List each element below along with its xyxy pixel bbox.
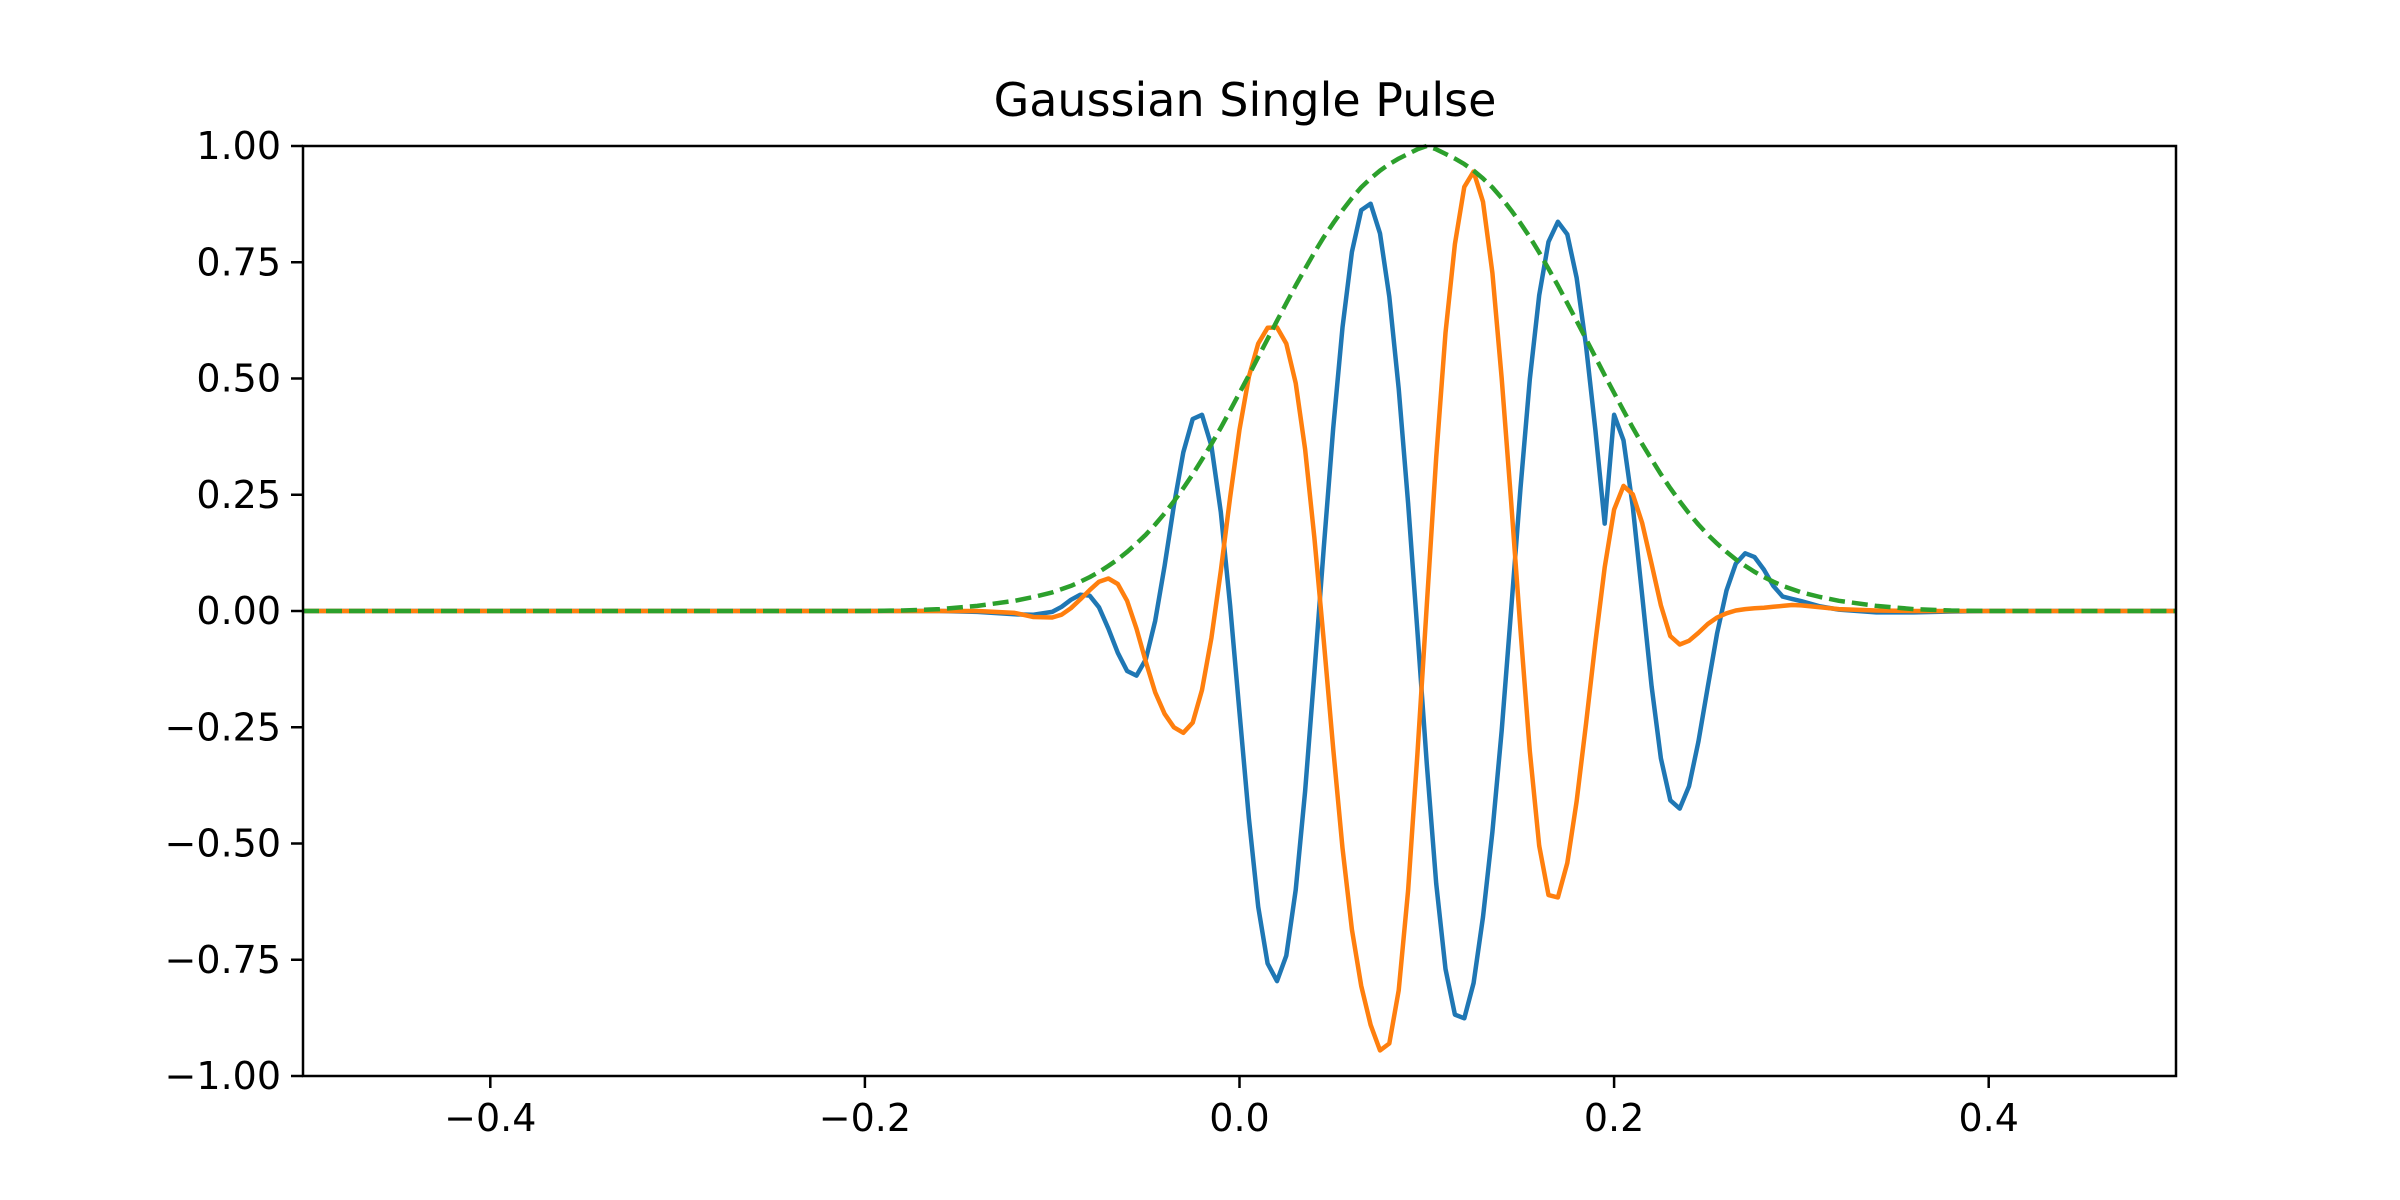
chart-title: Gaussian Single Pulse: [994, 73, 1497, 127]
y-tick-label: −0.75: [165, 938, 281, 982]
y-tick-label: −0.50: [165, 822, 281, 866]
x-tick-label: 0.0: [1209, 1096, 1269, 1140]
y-tick-label: 0.50: [196, 357, 281, 401]
x-tick-label: −0.2: [819, 1096, 911, 1140]
x-tick-label: −0.4: [444, 1096, 536, 1140]
y-tick-label: −1.00: [165, 1054, 281, 1098]
y-tick-label: 0.75: [196, 240, 281, 284]
y-tick-label: 1.00: [196, 124, 281, 168]
y-axis: 1.00 0.75 0.50 0.25 0.00 −0.25 −0.50 −0.75 −1.00: [165, 124, 303, 1098]
x-tick-label: 0.2: [1584, 1096, 1644, 1140]
series-line-2: [303, 169, 2176, 1053]
y-tick-label: −0.25: [165, 705, 281, 749]
series-layer: [303, 143, 2176, 1053]
y-tick-label: 0.00: [196, 589, 281, 633]
x-tick-label: 0.4: [1958, 1096, 2018, 1140]
x-axis: −0.4 −0.2 0.0 0.2 0.4: [444, 1076, 2019, 1140]
y-tick-label: 0.25: [196, 473, 281, 517]
series-line-3: [303, 143, 2176, 614]
